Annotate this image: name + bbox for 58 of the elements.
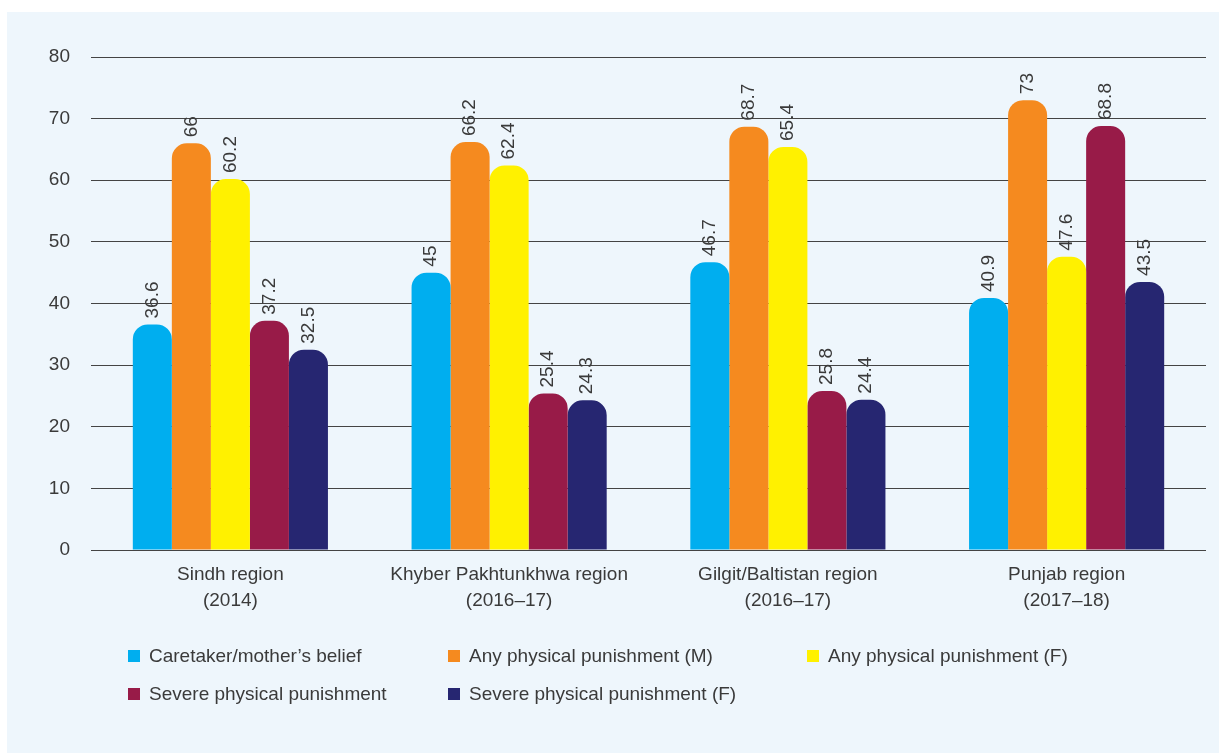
data-label: 47.6 [1054,213,1076,251]
data-label: 40.9 [976,254,998,292]
data-label: 37.2 [257,277,279,315]
legend-label: Severe physical punishment (F) [469,683,737,705]
data-label: 36.6 [140,281,162,319]
bar [807,391,847,550]
data-label: 66 [179,116,201,138]
data-label: 32.5 [296,306,318,344]
bar [729,126,769,550]
y-tick-label: 60 [48,168,70,190]
bar [1008,100,1048,550]
y-tick-label: 80 [48,45,70,67]
data-label: 60.2 [218,136,240,174]
data-label: 65.4 [776,103,798,141]
x-tick-label: Punjab region (2017–18) [1007,563,1126,610]
bar [846,399,886,550]
bar [411,272,451,550]
data-label: 24.4 [854,356,876,394]
data-label: 62.4 [497,122,519,160]
bar [288,349,328,550]
legend-label: Severe physical punishment [149,683,387,705]
legend-label: Any physical punishment (M) [469,645,713,667]
data-label: 46.7 [698,219,720,257]
data-label: 66.2 [458,99,480,137]
y-tick-label: 70 [48,106,70,128]
bar [210,179,250,550]
data-label: 45 [419,245,441,267]
data-label: 25.4 [536,350,558,388]
bar [171,143,211,550]
data-label: 24.3 [575,357,597,395]
y-tick-label: 50 [48,230,70,252]
y-tick-label: 40 [48,291,70,313]
bar [1125,281,1165,550]
data-label: 73 [1015,73,1037,95]
bar [132,324,172,550]
bar [567,400,607,550]
y-tick-label: 20 [48,414,70,436]
x-tick-label: Gilgit/Baltistan region (2016–17) [698,563,878,610]
bar [768,146,808,550]
bar [249,320,289,550]
bar [690,262,730,550]
legend-label: Caretaker/mother’s belief [149,645,362,667]
data-label: 25.8 [815,348,837,386]
data-label: 43.5 [1132,238,1154,276]
y-tick-label: 30 [48,353,70,375]
data-label: 68.8 [1093,83,1115,121]
x-tick-label: Khyber Pakhtunkhwa region (2016–17) [390,563,628,610]
bar [1047,256,1087,550]
bar [528,393,568,550]
y-tick-label: 0 [59,538,70,560]
bar [489,165,529,550]
data-label: 68.7 [737,83,759,121]
x-tick-label: Sindh region (2014) [177,563,284,610]
y-tick-label: 10 [48,476,70,498]
bar [450,142,490,550]
bar [1086,126,1126,550]
legend-label: Any physical punishment (F) [828,645,1068,667]
bar [969,297,1009,550]
